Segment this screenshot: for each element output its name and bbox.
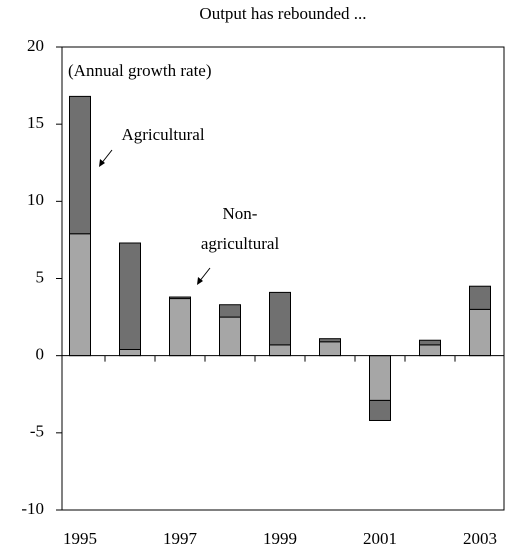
chart-subtitle: (Annual growth rate) — [68, 61, 212, 80]
bar — [319, 341, 341, 357]
bar — [469, 308, 491, 357]
x-tick-label: 2001 — [363, 529, 397, 548]
bar — [369, 399, 391, 421]
y-tick-label: -5 — [30, 422, 44, 441]
bar — [419, 339, 441, 346]
y-tick-label: 20 — [27, 36, 44, 55]
bar — [169, 296, 191, 300]
bar — [169, 298, 191, 357]
bar — [219, 304, 241, 318]
y-tick-label: 15 — [27, 113, 44, 132]
series-label: Non-agricultural — [201, 204, 280, 253]
bar — [319, 338, 341, 343]
bar — [69, 233, 91, 357]
bar — [69, 95, 91, 235]
x-tick-label: 1997 — [163, 529, 198, 548]
bar — [469, 285, 491, 310]
x-tick-label: 1995 — [63, 529, 97, 548]
y-tick-label: 5 — [36, 267, 45, 286]
x-tick-label: 2003 — [463, 529, 497, 548]
bar — [119, 242, 141, 350]
y-tick-label: -10 — [21, 499, 44, 518]
bar — [119, 348, 141, 357]
bar — [419, 344, 441, 357]
arrow-head — [197, 277, 203, 285]
y-tick-label: 0 — [36, 345, 45, 364]
chart-title: Output has rebounded ... — [199, 4, 366, 23]
bar — [369, 355, 391, 401]
bar — [269, 291, 291, 346]
x-tick-label: 1999 — [263, 529, 297, 548]
bar — [219, 316, 241, 357]
arrow-head — [99, 159, 105, 167]
y-tick-label: 10 — [27, 190, 44, 209]
series-label: Agricultural — [121, 125, 204, 144]
bar — [269, 344, 291, 357]
